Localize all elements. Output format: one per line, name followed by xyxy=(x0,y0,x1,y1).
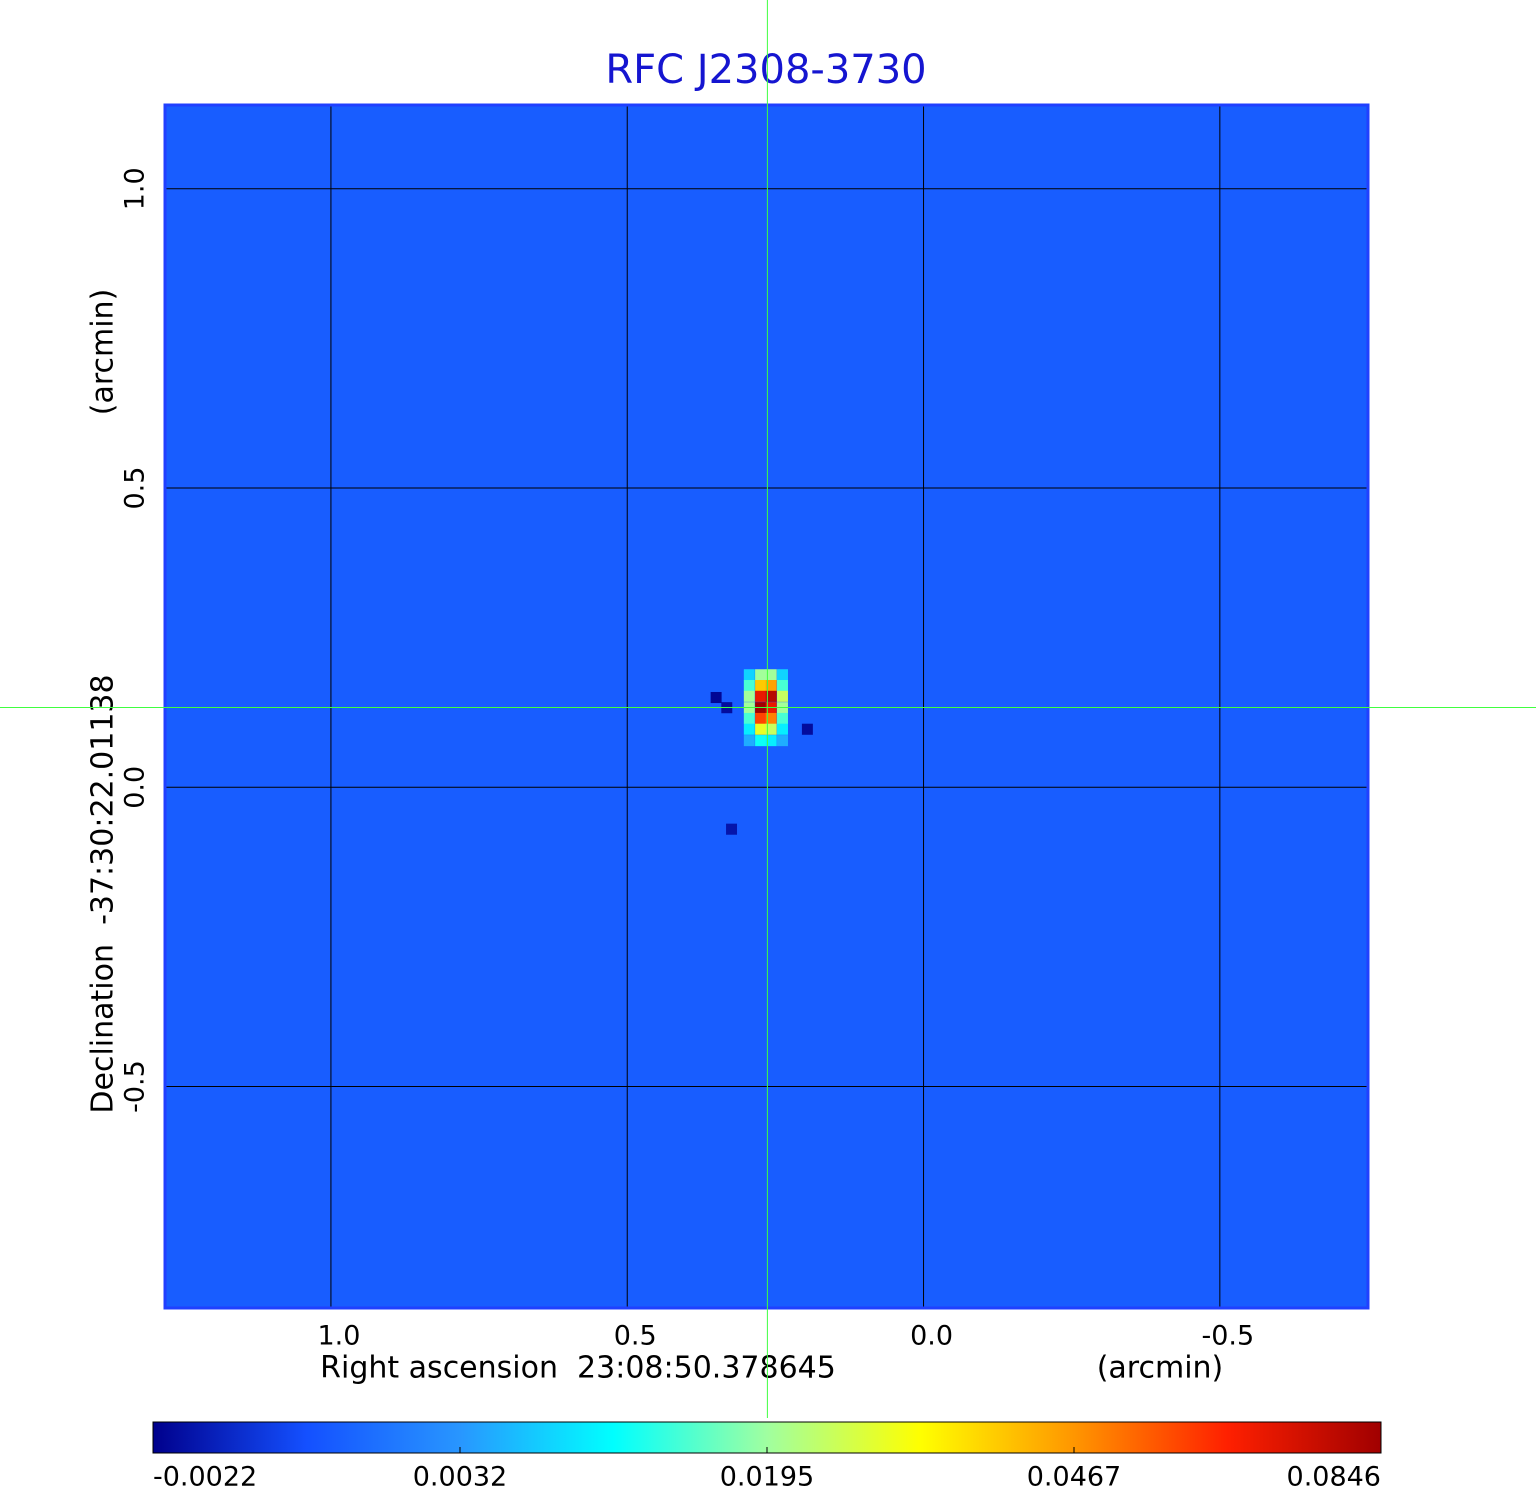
colorbar-tick-label: -0.0022 xyxy=(153,1462,257,1493)
image-pixel xyxy=(765,690,777,702)
image-pixel xyxy=(777,735,788,747)
colorbar-tick-label: 0.0467 xyxy=(1027,1462,1121,1493)
image-pixel xyxy=(743,735,755,747)
x-tick-label: 1.0 xyxy=(317,1321,360,1352)
image-pixel xyxy=(765,680,777,692)
image-pixel xyxy=(743,712,755,725)
image-pixel xyxy=(755,690,767,702)
image-pixel xyxy=(726,823,738,835)
image-pixel xyxy=(777,723,788,735)
y-axis-unit: (arcmin) xyxy=(86,289,121,416)
chart-title: RFC J2308-3730 xyxy=(605,47,926,93)
image-pixel xyxy=(777,680,788,692)
colorbar-tick-label: 0.0195 xyxy=(720,1462,814,1493)
y-tick-label: 1.0 xyxy=(120,167,151,210)
image-pixel xyxy=(710,691,722,704)
y-tick-label: -0.5 xyxy=(120,1060,151,1113)
image-pixel xyxy=(777,712,788,725)
image-pixel xyxy=(801,723,813,735)
colorbar-tick-label: 0.0032 xyxy=(413,1462,507,1493)
image-pixel xyxy=(755,723,767,735)
y-tick-label: 0.0 xyxy=(120,766,151,809)
image-pixel xyxy=(743,723,755,735)
image-pixel xyxy=(743,669,755,681)
y-tick-label: 0.5 xyxy=(120,467,151,510)
image-pixel xyxy=(777,690,788,702)
image-pixel xyxy=(755,669,767,681)
image-pixel xyxy=(765,735,777,747)
x-tick-label: 0.0 xyxy=(910,1321,953,1352)
image-pixel xyxy=(743,680,755,692)
image-pixel xyxy=(755,735,767,747)
image-pixel xyxy=(743,690,755,702)
image-pixel xyxy=(777,669,788,681)
image-pixel xyxy=(765,669,777,681)
x-tick-label: 0.5 xyxy=(614,1321,657,1352)
plot-border xyxy=(163,103,1370,1310)
y-axis-label: Declination -37:30:22.01138 xyxy=(86,674,121,1113)
x-tick-label: -0.5 xyxy=(1202,1321,1255,1352)
x-axis-unit: (arcmin) xyxy=(1097,1351,1224,1386)
colorbar-tick-label: 0.0846 xyxy=(1287,1462,1381,1493)
image-pixel xyxy=(765,712,777,725)
image-pixel xyxy=(755,712,767,725)
image-pixel xyxy=(765,723,777,735)
x-axis-label: Right ascension 23:08:50.378645 xyxy=(320,1351,836,1386)
image-pixel xyxy=(755,680,767,692)
